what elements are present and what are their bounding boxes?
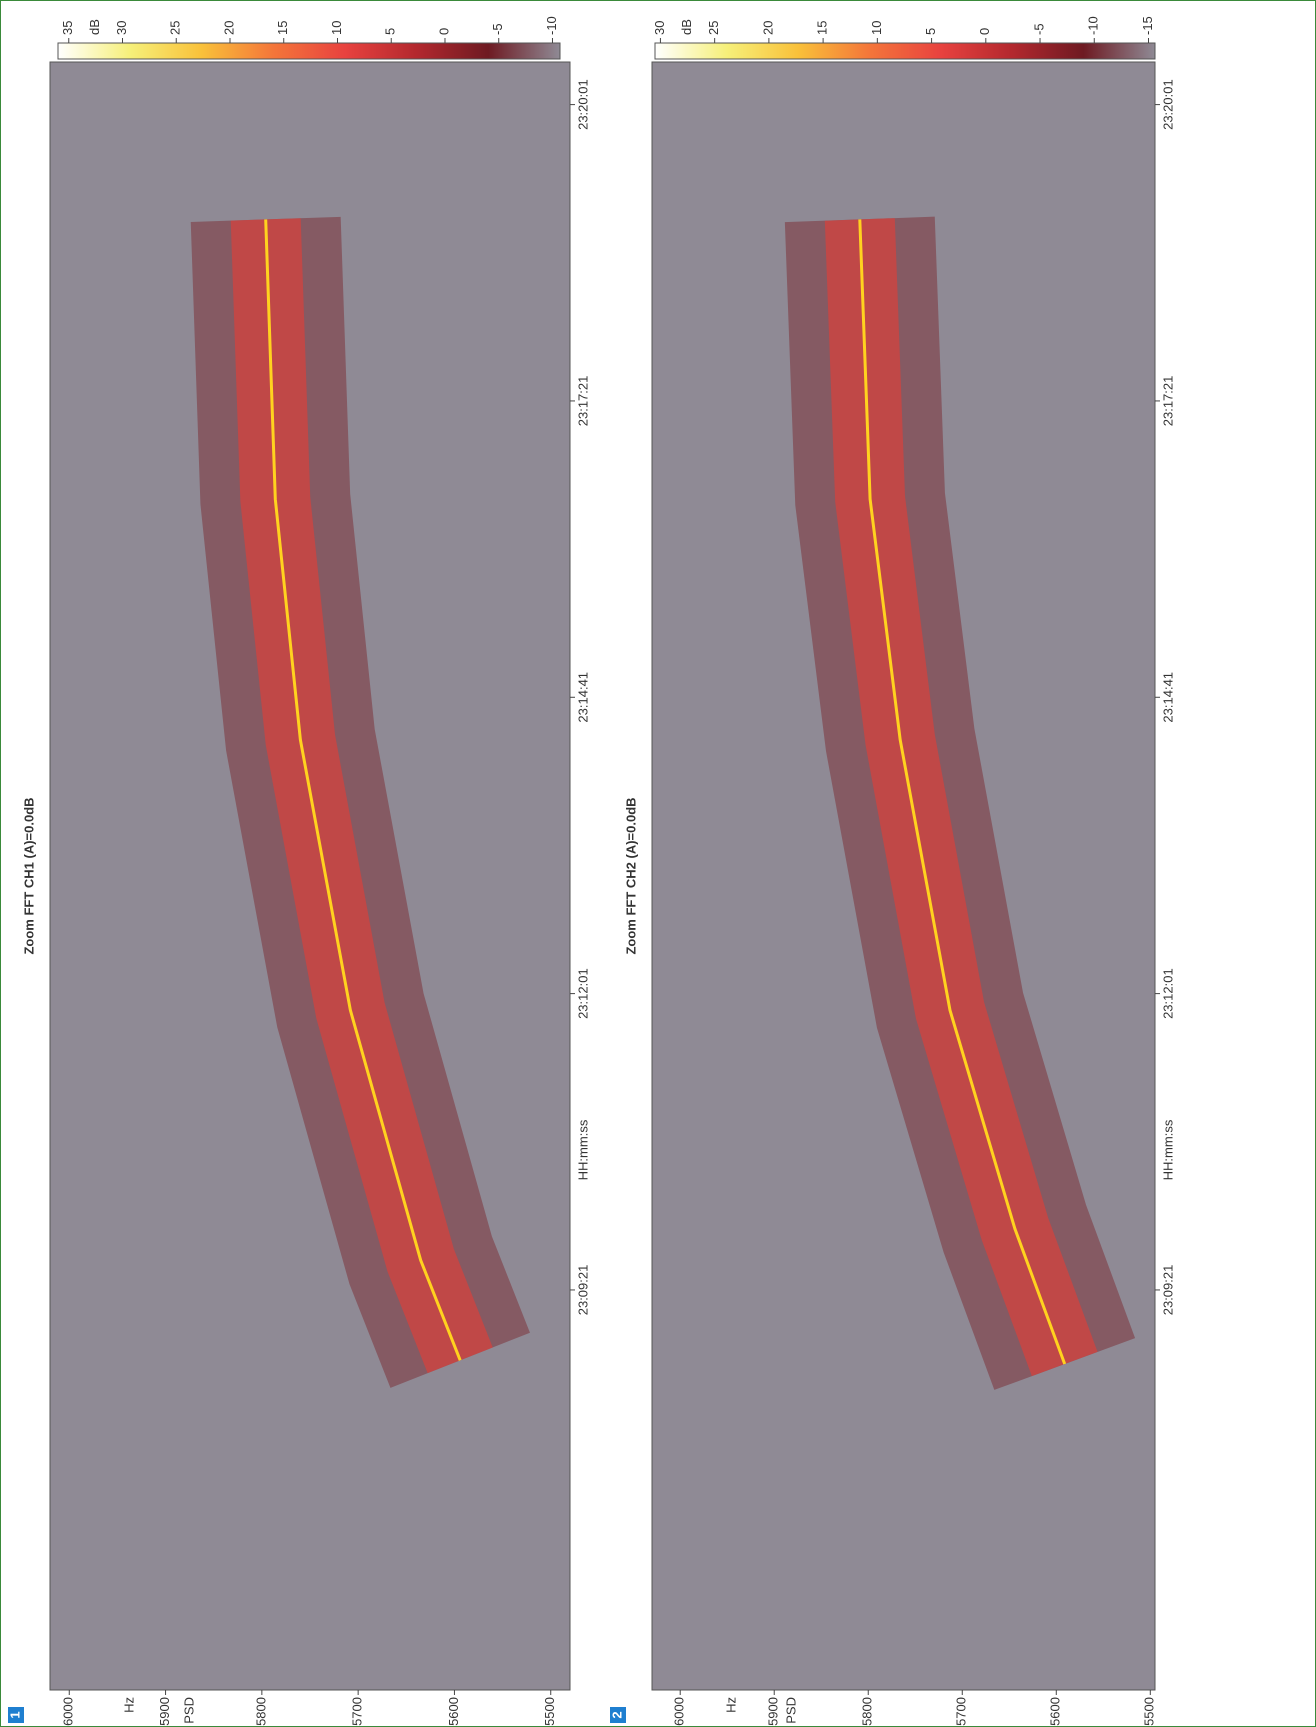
colorbar-tick-label: 5 xyxy=(923,28,938,35)
x-tick-label: 23:14:41 xyxy=(1160,672,1175,723)
y-tick-label: 5900 xyxy=(157,1697,172,1726)
colorbar-tick-label: 10 xyxy=(869,21,884,35)
signal-trace xyxy=(264,219,462,1361)
colorbar-tick-label: 0 xyxy=(436,28,451,35)
colorbar-tick-label: -10 xyxy=(544,16,559,35)
x-tick-label: 23:12:01 xyxy=(575,968,590,1019)
y-tick-label: 5600 xyxy=(446,1697,461,1726)
colorbar-tick-label: 20 xyxy=(221,21,236,35)
x-tick-label: 23:14:41 xyxy=(575,672,590,723)
chart-title: Zoom FFT CH2 (A)=0.0dB xyxy=(623,797,638,954)
x-tick-label: 23:17:21 xyxy=(1160,376,1175,427)
y-label: PSD xyxy=(783,1697,798,1724)
y-tick-label: 5500 xyxy=(542,1697,557,1726)
rotated-content: 1 Zoom FFT CH1 (A)=0.0dB 6000 5900 5800 5700 5… xyxy=(7,16,1175,1726)
colorbar-tick-label: -15 xyxy=(1140,16,1155,35)
y-tick-label: 5500 xyxy=(1142,1697,1157,1726)
colorbar-tick-label: -10 xyxy=(1086,16,1101,35)
panel-badge xyxy=(610,1707,626,1723)
x-tick-label: 23:09:21 xyxy=(575,1265,590,1316)
y-tick-label: 6000 xyxy=(61,1697,76,1726)
colorbar-tick-label: 35 xyxy=(60,21,75,35)
colorbar-label: dB xyxy=(87,19,102,35)
x-tick-label: 23:09:21 xyxy=(1160,1265,1175,1316)
colorbar-tick-label: 5 xyxy=(383,28,398,35)
x-tick-label: 23:20:01 xyxy=(1160,79,1175,130)
y-label: PSD xyxy=(181,1697,196,1724)
chart-title: Zoom FFT CH1 (A)=0.0dB xyxy=(21,797,36,954)
colorbar-tick-label: 10 xyxy=(329,21,344,35)
y-tick-label: 5700 xyxy=(350,1697,365,1726)
y-unit: Hz xyxy=(723,1697,738,1713)
colorbar xyxy=(654,42,1156,60)
colorbar-tick-label: 25 xyxy=(706,21,721,35)
colorbar-tick-label: 30 xyxy=(114,21,129,35)
panel-number: 2 xyxy=(609,1711,624,1718)
colorbar-tick-label: 20 xyxy=(760,21,775,35)
x-label: HH:mm:ss xyxy=(1160,1119,1175,1180)
x-tick-label: 23:17:21 xyxy=(575,376,590,427)
x-tick-label: 23:20:01 xyxy=(575,79,590,130)
y-tick-label: 5800 xyxy=(860,1697,875,1726)
colorbar-tick-label: 15 xyxy=(275,21,290,35)
colorbar-tick-label: 30 xyxy=(652,21,667,35)
y-tick-label: 5600 xyxy=(1048,1697,1063,1726)
colorbar xyxy=(57,42,561,60)
y-tick-label: 5900 xyxy=(766,1697,781,1726)
y-unit: Hz xyxy=(121,1697,136,1713)
colorbar-tick-label: -5 xyxy=(1031,23,1046,35)
y-tick-label: 5800 xyxy=(253,1697,268,1726)
signal-trace xyxy=(858,219,1067,1365)
y-tick-label: 5700 xyxy=(954,1697,969,1726)
panel-number: 1 xyxy=(7,1711,22,1718)
x-tick-label: 23:12:01 xyxy=(1160,968,1175,1019)
y-tick-label: 6000 xyxy=(672,1697,687,1726)
panel-badge xyxy=(8,1707,24,1723)
colorbar-tick-label: -5 xyxy=(490,23,505,35)
colorbar-tick-label: 15 xyxy=(815,21,830,35)
x-label: HH:mm:ss xyxy=(575,1119,590,1180)
colorbar-tick-label: 0 xyxy=(977,28,992,35)
colorbar-tick-label: 25 xyxy=(168,21,183,35)
colorbar-label: dB xyxy=(679,19,694,35)
